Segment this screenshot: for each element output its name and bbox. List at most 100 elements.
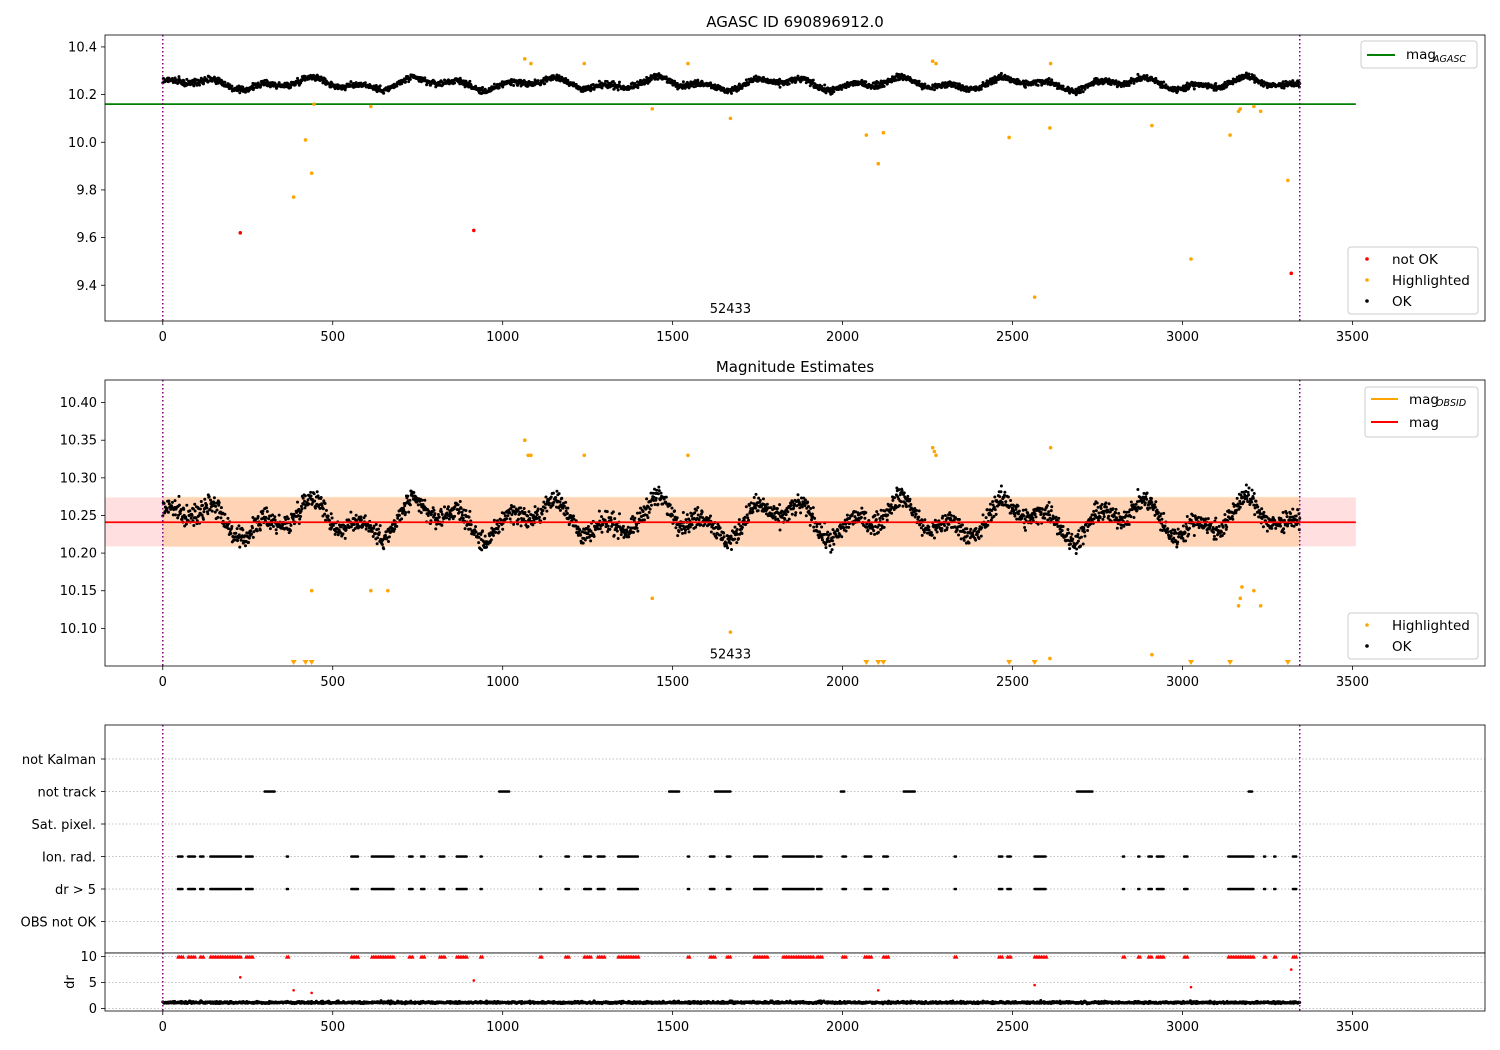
ok-point xyxy=(977,530,981,534)
x-tick-label: 500 xyxy=(320,675,345,690)
ok-point xyxy=(363,514,367,518)
highlighted-point xyxy=(1189,257,1193,261)
ok-point xyxy=(261,512,265,516)
ok-point xyxy=(574,82,578,86)
ok-point xyxy=(690,523,694,527)
ok-point xyxy=(440,523,444,527)
ok-point xyxy=(917,79,921,83)
ok-point xyxy=(519,524,523,528)
ok-point xyxy=(1153,505,1157,509)
ok-point xyxy=(625,529,629,533)
ok-point xyxy=(708,514,712,518)
ok-point xyxy=(683,531,687,535)
ok-point xyxy=(1079,90,1083,94)
ok-point xyxy=(659,491,663,495)
ok-point xyxy=(291,517,295,521)
ok-point xyxy=(804,514,808,518)
ok-point xyxy=(974,538,978,542)
ok-point xyxy=(202,510,206,514)
ok-point xyxy=(323,512,327,516)
ok-point xyxy=(557,74,561,78)
ok-point xyxy=(736,537,740,541)
ok-point xyxy=(664,495,668,499)
ok-point xyxy=(400,517,404,521)
ok-point xyxy=(458,500,462,504)
ok-point xyxy=(974,526,978,530)
ok-point xyxy=(395,84,399,88)
ok-point xyxy=(1145,74,1149,78)
ok-point xyxy=(343,536,347,540)
ok-point xyxy=(1114,507,1118,511)
x-tick-label: 3500 xyxy=(1336,675,1369,690)
ok-point xyxy=(754,506,758,510)
ok-point xyxy=(474,525,478,529)
ok-point xyxy=(740,525,744,529)
ok-point xyxy=(668,503,672,507)
y-tick-label: 10.2 xyxy=(68,88,97,103)
ok-point xyxy=(689,511,693,515)
ok-point xyxy=(572,514,576,518)
ok-point xyxy=(792,506,796,510)
ok-point xyxy=(259,523,263,527)
y-tick-label: 9.6 xyxy=(76,231,97,246)
ok-point xyxy=(1000,500,1004,504)
obsid-annotation: 52433 xyxy=(710,302,751,317)
ok-point xyxy=(264,506,268,510)
ok-point xyxy=(985,508,989,512)
ok-point xyxy=(349,80,353,84)
ok-point xyxy=(778,528,782,532)
ok-point xyxy=(891,498,895,502)
highlighted-point xyxy=(1228,133,1232,137)
ok-point xyxy=(876,530,880,534)
ok-point xyxy=(922,530,926,534)
ok-point xyxy=(286,517,290,521)
ok-point xyxy=(185,77,189,81)
ok-point xyxy=(1095,501,1099,505)
ok-point xyxy=(994,80,998,84)
ok-point xyxy=(633,516,637,520)
ok-point xyxy=(319,496,323,500)
agasc-magnitude-panel: 0 500 1000 1500 2000 2500 3000 35009.49.69.810.… xyxy=(68,13,1486,345)
ok-point xyxy=(275,531,279,535)
ok-point xyxy=(718,526,722,530)
ok-point xyxy=(1132,516,1136,520)
ok-point xyxy=(1107,502,1111,506)
ok-point xyxy=(744,505,748,509)
ok-point xyxy=(754,492,758,496)
ok-point xyxy=(915,509,919,513)
ok-point xyxy=(543,516,547,520)
ok-point xyxy=(443,78,447,82)
ok-point xyxy=(993,495,997,499)
ok-point xyxy=(920,533,924,537)
y-tick-label: 10.30 xyxy=(60,471,97,486)
ok-point xyxy=(508,517,512,521)
ok-point xyxy=(963,530,967,534)
y-tick-label: 9.4 xyxy=(76,279,97,294)
ok-point xyxy=(333,532,337,536)
ok-point xyxy=(203,497,207,501)
ok-point xyxy=(519,506,523,510)
ok-point xyxy=(778,503,782,507)
ok-point xyxy=(436,513,440,517)
ok-point xyxy=(635,511,639,515)
ok-point xyxy=(1145,497,1149,501)
magnitude-estimates-panel: 0 500 1000 1500 2000 2500 3000 350010.1010.1510… xyxy=(60,358,1486,690)
ok-point xyxy=(778,77,782,81)
ok-point xyxy=(656,492,660,496)
ok-point xyxy=(1076,539,1080,543)
ok-point xyxy=(1148,506,1152,510)
ok-point xyxy=(696,78,700,82)
ok-point xyxy=(943,523,947,527)
ok-point xyxy=(251,535,255,539)
ok-point xyxy=(535,513,539,517)
ok-point xyxy=(1022,514,1026,518)
ok-point xyxy=(423,498,427,502)
ok-point xyxy=(497,86,501,90)
ok-point xyxy=(677,530,681,534)
ok-point xyxy=(684,518,688,522)
ok-point xyxy=(906,494,910,498)
ok-point xyxy=(512,522,516,526)
ok-point xyxy=(955,528,959,532)
ok-point xyxy=(681,510,685,514)
ok-point xyxy=(177,75,181,79)
